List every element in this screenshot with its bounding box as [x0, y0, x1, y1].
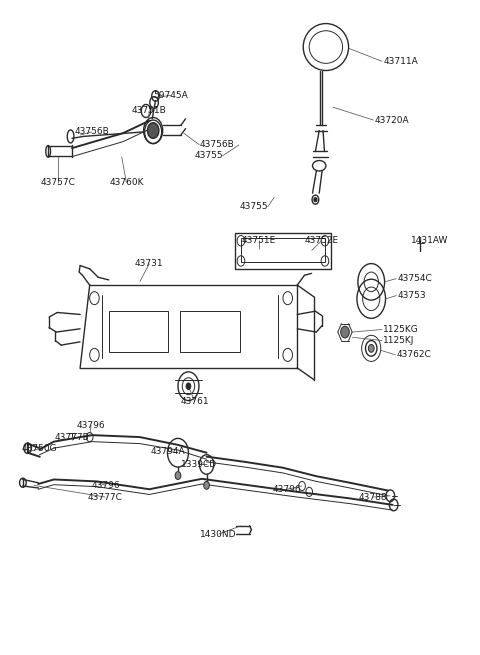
- Circle shape: [341, 326, 349, 338]
- Text: 43796: 43796: [91, 481, 120, 490]
- Text: 43777C: 43777C: [88, 493, 123, 502]
- Text: 43751B: 43751B: [132, 106, 167, 115]
- Text: 43757C: 43757C: [40, 178, 75, 187]
- Text: 43755: 43755: [240, 202, 269, 212]
- Text: 1339CD: 1339CD: [181, 460, 217, 469]
- Bar: [235, 233, 331, 269]
- Text: 43731: 43731: [135, 259, 164, 268]
- Circle shape: [368, 345, 374, 352]
- Text: 43777B: 43777B: [55, 432, 89, 441]
- Text: 1125KJ: 1125KJ: [383, 336, 415, 345]
- Text: 43756B: 43756B: [199, 140, 234, 149]
- Text: 43756B: 43756B: [75, 127, 109, 136]
- Text: 43751E: 43751E: [242, 236, 276, 244]
- Circle shape: [186, 383, 191, 390]
- Text: 43750G: 43750G: [22, 444, 58, 453]
- Text: 43720A: 43720A: [374, 115, 409, 124]
- Text: 43753: 43753: [397, 291, 426, 300]
- Text: 43761: 43761: [180, 397, 209, 405]
- Text: 43762C: 43762C: [396, 350, 431, 360]
- Text: 1125KG: 1125KG: [383, 325, 419, 334]
- Circle shape: [314, 198, 317, 202]
- Text: 43796: 43796: [77, 421, 106, 430]
- Circle shape: [147, 122, 159, 138]
- Text: 59745A: 59745A: [154, 91, 188, 100]
- Text: 43796: 43796: [273, 485, 301, 494]
- Bar: [109, 311, 168, 352]
- Circle shape: [204, 481, 209, 489]
- Text: 43711A: 43711A: [383, 57, 418, 66]
- Circle shape: [175, 472, 181, 479]
- Text: 43754C: 43754C: [397, 274, 432, 283]
- Text: 1430ND: 1430ND: [200, 530, 237, 539]
- Text: 43760K: 43760K: [109, 178, 144, 187]
- Text: 43752E: 43752E: [305, 236, 339, 244]
- Bar: [180, 311, 240, 352]
- Text: 43788: 43788: [359, 493, 387, 502]
- Text: 43755: 43755: [195, 151, 223, 160]
- Text: 1431AW: 1431AW: [411, 236, 449, 244]
- Bar: [241, 238, 325, 262]
- Text: 43794A: 43794A: [150, 447, 185, 456]
